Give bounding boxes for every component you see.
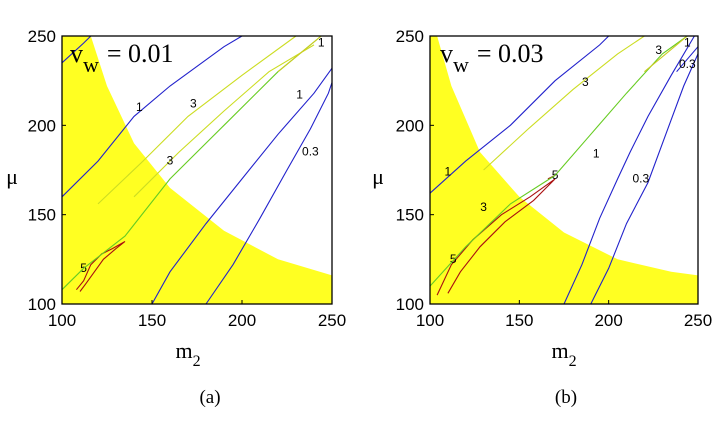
panel-a-contour-7 bbox=[277, 35, 322, 73]
panel-a-ylabel: μ bbox=[6, 164, 18, 189]
panel-b-contour-4 bbox=[483, 35, 645, 171]
panel-b-contour-label-5: 3 bbox=[655, 43, 662, 57]
panel-b-label: (b) bbox=[555, 387, 577, 408]
panel-a-xtick-label-3: 250 bbox=[318, 311, 346, 330]
panel-a-label: (a) bbox=[199, 387, 220, 408]
panel-b-frame bbox=[429, 35, 699, 305]
panel-a-ticks: 100 150 200 250 100 150 200 250 bbox=[28, 27, 347, 330]
panel-b-xtick-label-3: 250 bbox=[684, 311, 712, 330]
panel-b-contour-9 bbox=[676, 46, 699, 73]
panel-a-contour-label-2: 1 bbox=[136, 100, 143, 114]
panel-a-ytick-label-0: 100 bbox=[28, 295, 56, 314]
panel-b-ylabel: μ bbox=[372, 164, 384, 189]
panel-a-xtick-label-2: 200 bbox=[228, 311, 256, 330]
panel-b-contour-5 bbox=[554, 35, 688, 176]
panel-a-contour-label-3: 3 bbox=[190, 97, 197, 111]
panel-b-contour-6 bbox=[563, 35, 695, 305]
panel-a-annotation: vw = 0.01 bbox=[70, 39, 174, 77]
panel-b-xtick-label-2: 200 bbox=[594, 311, 622, 330]
panel-b-annotation: vw = 0.03 bbox=[440, 39, 544, 77]
panel-a-contour-8 bbox=[61, 35, 92, 64]
panel-b-ytick-label-3: 250 bbox=[396, 27, 424, 46]
panel-a-contour-label-7: 1 bbox=[318, 36, 325, 50]
panel-a-contour-5 bbox=[151, 67, 333, 305]
panel-b-contour-label-4: 3 bbox=[582, 75, 589, 89]
panel-a-contour-6 bbox=[205, 82, 333, 305]
panel-b-contour-label-7: 0.3 bbox=[632, 172, 649, 186]
panel-a-ytick-label-2: 200 bbox=[28, 116, 56, 135]
panel-a-contour-label-6: 0.3 bbox=[302, 145, 319, 159]
panel-b-contour-label-0: 5 bbox=[450, 252, 457, 266]
panel-a-region bbox=[62, 36, 332, 304]
panel-b-xtick-label-1: 150 bbox=[505, 311, 533, 330]
panel-b-ytick-label-2: 200 bbox=[396, 116, 424, 135]
panel-a-frame bbox=[61, 35, 333, 305]
panel-b-contour-label-9: 0.3 bbox=[679, 57, 696, 71]
panel-b-contour-label-6: 1 bbox=[593, 147, 600, 161]
panel-b-contour-2 bbox=[429, 174, 556, 287]
panel-a-contour-2 bbox=[61, 35, 243, 198]
panel-b-contour-8 bbox=[644, 35, 688, 73]
panel-b-ytick-label-1: 150 bbox=[396, 206, 424, 225]
panel-a-contour-4 bbox=[133, 44, 315, 198]
panel-b-contour-label-3: 1 bbox=[445, 164, 452, 178]
panel-a-xtick-label-0: 100 bbox=[48, 311, 76, 330]
panel-b-contour-3 bbox=[429, 35, 610, 194]
panel-b-xlabel: m2 bbox=[551, 338, 576, 370]
panel-b-contour-7 bbox=[590, 53, 699, 305]
panel-a-ytick-label-1: 150 bbox=[28, 206, 56, 225]
panel-a-contour-3 bbox=[97, 35, 297, 205]
panel-b-xtick-label-0: 100 bbox=[416, 311, 444, 330]
panel-a-contour-label-5: 1 bbox=[296, 88, 303, 102]
panel-a-contour-0 bbox=[75, 241, 126, 292]
panel-b-contour-label-8: 1 bbox=[684, 36, 691, 50]
panel-a-xlabel: m2 bbox=[175, 338, 200, 370]
panel-b-contour-0 bbox=[436, 178, 556, 296]
panel-a-ytick-label-3: 250 bbox=[28, 27, 56, 46]
panel-b-ytick-label-0: 100 bbox=[396, 295, 424, 314]
panel-b-ticks: 100 150 200 250 100 150 200 250 bbox=[396, 27, 713, 330]
panel-b-contour-label-2: 3 bbox=[480, 200, 487, 214]
panel-b-region bbox=[430, 36, 698, 304]
panel-a-xtick-label-1: 150 bbox=[138, 311, 166, 330]
panel-a-contour-label-4: 3 bbox=[167, 154, 174, 168]
